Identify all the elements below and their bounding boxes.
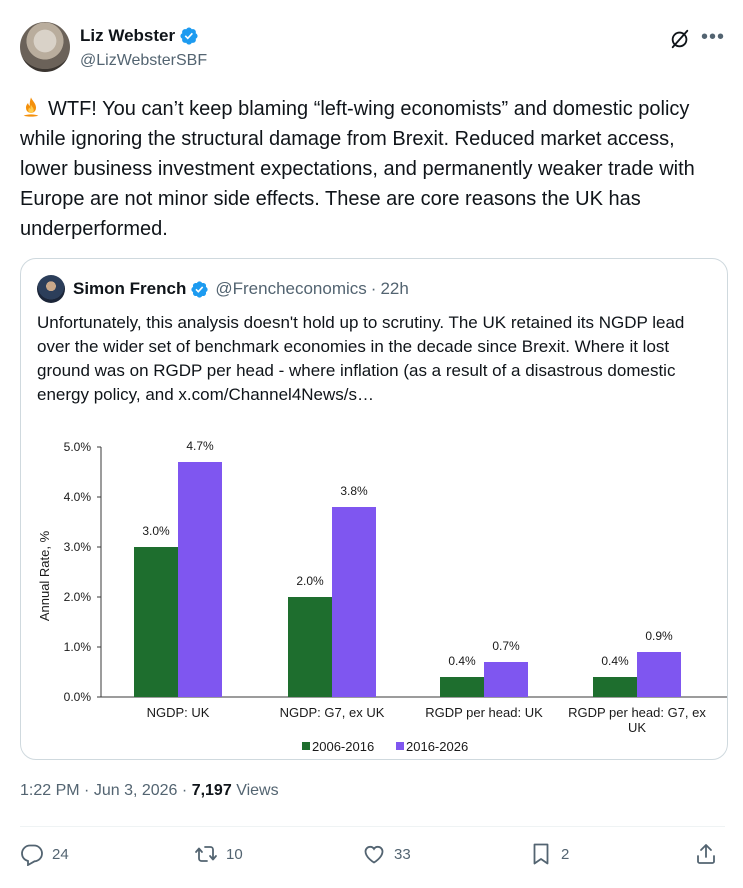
bar-value-label: 2.0%	[296, 574, 324, 588]
bar-value-label: 0.7%	[492, 639, 520, 653]
tweet-meta: 1:22 PM · Jun 3, 2026 · 7,197 Views	[20, 782, 279, 800]
quoted-author-name: Simon French	[73, 279, 187, 298]
reply-count: 24	[52, 845, 69, 863]
y-axis: 0.0% 1.0% 2.0% 3.0% 4.0% 5.0%	[64, 440, 727, 704]
views-label: Views	[236, 782, 279, 799]
repost-icon	[195, 846, 217, 862]
bar-2016-2026-0	[178, 462, 222, 697]
y-tick-label: 1.0%	[64, 640, 92, 654]
bar-value-label: 4.7%	[186, 439, 214, 453]
x-tick-label: UK	[628, 720, 646, 735]
y-tick-label: 2.0%	[64, 590, 92, 604]
x-tick-label: RGDP per head: UK	[425, 705, 543, 720]
y-tick-label: 4.0%	[64, 490, 92, 504]
quoted-tweet-text: Unfortunately, this analysis doesn't hol…	[37, 313, 685, 404]
quoted-author-avatar	[37, 275, 65, 303]
views-count: 7,197	[191, 782, 232, 799]
quoted-separator: ·	[370, 279, 377, 298]
action-bar: 24 10 33 2	[20, 842, 725, 872]
tweet-body: WTF! You can’t keep blaming “left-wing e…	[20, 98, 695, 240]
bar-value-label: 0.9%	[645, 629, 673, 643]
heart-icon	[364, 845, 384, 864]
bar-2006-2016-2	[440, 677, 484, 697]
like-count: 33	[394, 845, 411, 863]
author-name[interactable]: Liz Webster	[80, 26, 176, 45]
x-tick-label: RGDP per head: G7, ex	[568, 705, 706, 720]
y-tick-label: 3.0%	[64, 540, 92, 554]
x-tick-label: NGDP: UK	[147, 705, 210, 720]
chart-legend: 2006-2016 2016-2026	[302, 739, 468, 754]
legend-swatch	[302, 742, 310, 750]
like-button[interactable]: 33	[362, 842, 411, 866]
author-avatar[interactable]	[20, 22, 70, 72]
author-name-row: Liz Webster	[80, 26, 199, 46]
legend-swatch	[396, 742, 404, 750]
x-tick-label: NGDP: G7, ex UK	[280, 705, 385, 720]
bar-2016-2026-1	[332, 507, 376, 697]
bar-2006-2016-0	[134, 547, 178, 697]
quoted-verified-badge-icon	[191, 280, 208, 298]
divider	[20, 826, 725, 827]
tweet-text: WTF! You can’t keep blaming “left-wing e…	[20, 94, 725, 244]
post-date[interactable]: Jun 3, 2026	[93, 782, 178, 799]
bar-2006-2016-3	[593, 677, 637, 697]
meta-dot: ·	[181, 782, 188, 799]
verified-badge-icon	[180, 27, 198, 45]
bar-value-label: 0.4%	[448, 654, 476, 668]
quoted-tweet-card[interactable]: Simon French @Frencheconomics · 22h Unfo…	[20, 258, 728, 760]
bar-value-label: 3.8%	[340, 484, 368, 498]
quoted-author-handle: @Frencheconomics	[215, 279, 367, 298]
grok-icon[interactable]	[669, 28, 691, 50]
bookmark-button[interactable]: 2	[529, 842, 569, 866]
y-tick-label: 5.0%	[64, 440, 92, 454]
bar-2016-2026-3	[637, 652, 681, 697]
fire-emoji-icon	[23, 97, 39, 117]
quoted-tweet-header: Simon French @Frencheconomics · 22h	[37, 275, 409, 303]
meta-dot: ·	[84, 782, 90, 799]
y-tick-label: 0.0%	[64, 690, 92, 704]
share-icon	[697, 844, 715, 864]
quoted-timestamp: 22h	[380, 279, 409, 298]
y-axis-title: Annual Rate, %	[37, 530, 52, 621]
bookmark-icon	[533, 843, 549, 865]
bar-2016-2026-2	[484, 662, 528, 697]
gdp-bar-chart: 0.0% 1.0% 2.0% 3.0% 4.0% 5.0% 3.0% 2.0% 0.4% 0.4…	[37, 439, 727, 754]
bar-value-label: 0.4%	[601, 654, 629, 668]
post-time[interactable]: 1:22 PM	[20, 782, 80, 799]
reply-icon	[21, 844, 43, 866]
reply-button[interactable]: 24	[20, 842, 69, 866]
author-handle[interactable]: @LizWebsterSBF	[80, 52, 208, 69]
bars: 3.0% 2.0% 0.4% 0.4% 4.7% 3.8% 0.7% 0.9%	[134, 439, 681, 697]
x-axis-labels: NGDP: UK NGDP: G7, ex UK RGDP per head: UK…	[147, 705, 707, 735]
more-options-icon[interactable]: •••	[700, 26, 725, 48]
repost-count: 10	[226, 845, 243, 863]
bookmark-count: 2	[561, 845, 570, 863]
repost-button[interactable]: 10	[194, 842, 243, 866]
tweet-header: Liz Webster @LizWebsterSBF •••	[20, 22, 725, 78]
legend-label: 2016-2026	[406, 739, 468, 754]
bar-value-label: 3.0%	[142, 524, 170, 538]
share-button[interactable]	[694, 842, 726, 866]
legend-label: 2006-2016	[312, 739, 374, 754]
bar-2006-2016-1	[288, 597, 332, 697]
